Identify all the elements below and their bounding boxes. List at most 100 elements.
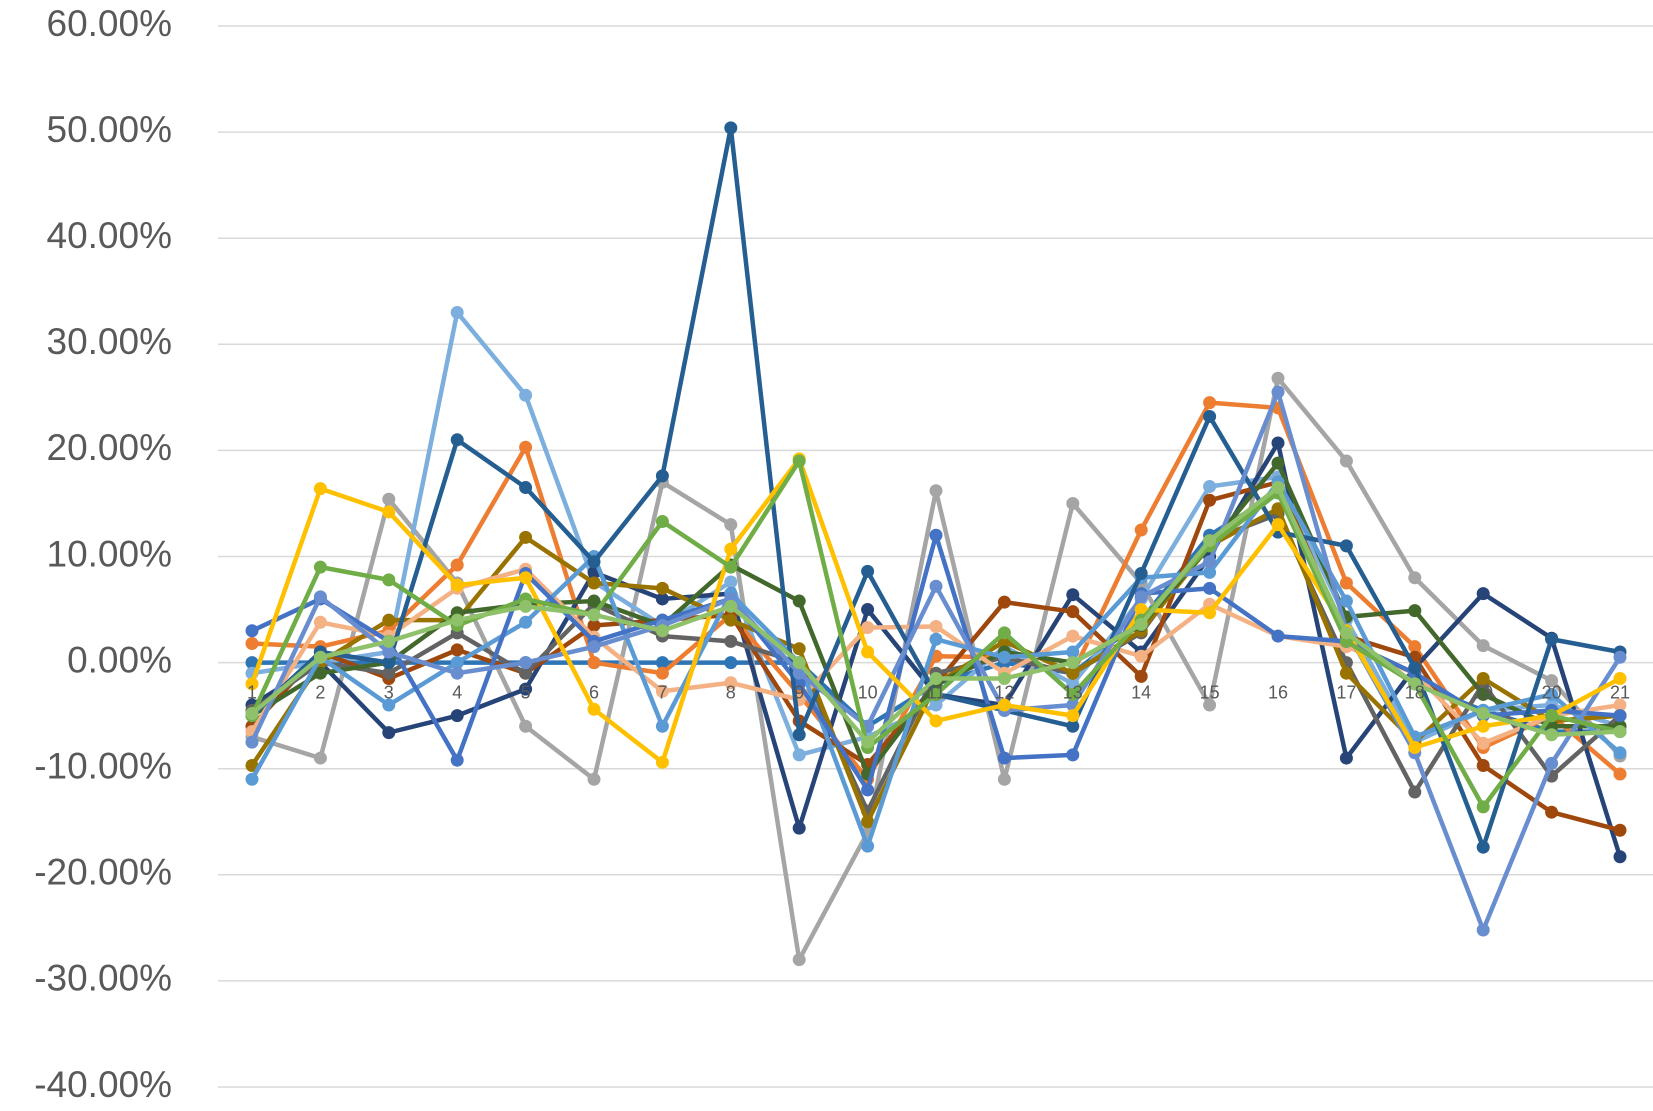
data-point (1134, 566, 1148, 580)
x-tick-label: 5 (521, 682, 531, 702)
data-point (245, 759, 259, 773)
data-point (519, 682, 533, 696)
data-point (1339, 454, 1353, 468)
data-point (724, 121, 738, 135)
data-point (519, 666, 533, 680)
data-point (1408, 677, 1422, 691)
data-point (929, 672, 943, 686)
data-point (1066, 666, 1080, 680)
data-point (861, 839, 875, 853)
data-point (997, 772, 1011, 786)
x-tick-label: 14 (1131, 682, 1151, 702)
data-point (1408, 571, 1422, 585)
data-point (1476, 800, 1490, 814)
y-tick-label: 50.00% (47, 109, 173, 150)
data-point (655, 581, 669, 595)
data-point (792, 728, 806, 742)
x-tick-label: 6 (589, 682, 599, 702)
data-point (519, 719, 533, 733)
x-tick-label: 20 (1542, 682, 1562, 702)
data-point (1545, 805, 1559, 819)
data-point (587, 640, 601, 654)
data-point (1408, 640, 1422, 654)
data-point (587, 608, 601, 622)
x-tick-label: 1 (247, 682, 257, 702)
data-point (861, 783, 875, 797)
data-point (929, 620, 943, 634)
data-point (1613, 746, 1627, 760)
data-point (792, 666, 806, 680)
data-point (792, 748, 806, 762)
data-point (245, 624, 259, 638)
data-point (1271, 371, 1285, 385)
data-point (1134, 649, 1148, 663)
x-tick-label: 21 (1610, 682, 1630, 702)
x-tick-label: 17 (1336, 682, 1356, 702)
data-point (1066, 677, 1080, 691)
data-point (382, 505, 396, 519)
data-point (724, 676, 738, 690)
data-point (382, 613, 396, 627)
data-point (1545, 687, 1559, 701)
data-point (1408, 740, 1422, 754)
data-point (1408, 604, 1422, 618)
data-point (997, 650, 1011, 664)
data-point (1339, 626, 1353, 640)
data-point (1545, 756, 1559, 770)
data-point (1271, 436, 1285, 450)
data-point (1613, 650, 1627, 664)
data-point (1339, 576, 1353, 590)
y-tick-label: 40.00% (47, 215, 173, 256)
data-point (1066, 709, 1080, 723)
data-point (1545, 632, 1559, 646)
data-point (1203, 565, 1217, 579)
data-point (655, 755, 669, 769)
data-point (313, 751, 327, 765)
data-point (245, 656, 259, 670)
data-point (1134, 617, 1148, 631)
x-tick-label: 4 (452, 682, 462, 702)
data-point (929, 632, 943, 646)
data-point (655, 469, 669, 483)
data-point (587, 576, 601, 590)
data-point (792, 594, 806, 608)
x-tick-label: 8 (726, 682, 736, 702)
data-point (655, 514, 669, 528)
data-point (382, 656, 396, 670)
y-tick-label: 30.00% (47, 321, 173, 362)
data-point (519, 481, 533, 495)
data-point (1066, 588, 1080, 602)
data-point (450, 305, 464, 319)
data-point (929, 698, 943, 712)
data-point (1134, 590, 1148, 604)
data-point (587, 656, 601, 670)
data-point (724, 560, 738, 574)
data-point (587, 594, 601, 608)
data-point (313, 560, 327, 574)
x-tick-label: 3 (384, 682, 394, 702)
data-point (1066, 496, 1080, 510)
data-point (1066, 629, 1080, 643)
data-point (519, 615, 533, 629)
data-point (861, 564, 875, 578)
data-point (861, 735, 875, 749)
y-tick-label: -40.00% (34, 1064, 172, 1105)
data-point (313, 615, 327, 629)
data-point (724, 634, 738, 648)
data-point (1476, 719, 1490, 733)
data-point (861, 603, 875, 617)
data-point (724, 599, 738, 613)
data-point (1408, 661, 1422, 675)
data-point (1545, 709, 1559, 723)
y-tick-label: -20.00% (34, 852, 172, 893)
data-point (382, 666, 396, 680)
y-tick-label: 20.00% (47, 427, 173, 468)
data-point (450, 709, 464, 723)
data-point (587, 555, 601, 569)
x-tick-label: 2 (315, 682, 325, 702)
data-point (1134, 669, 1148, 683)
data-point (1339, 594, 1353, 608)
data-point (1134, 523, 1148, 537)
data-point (1203, 479, 1217, 493)
